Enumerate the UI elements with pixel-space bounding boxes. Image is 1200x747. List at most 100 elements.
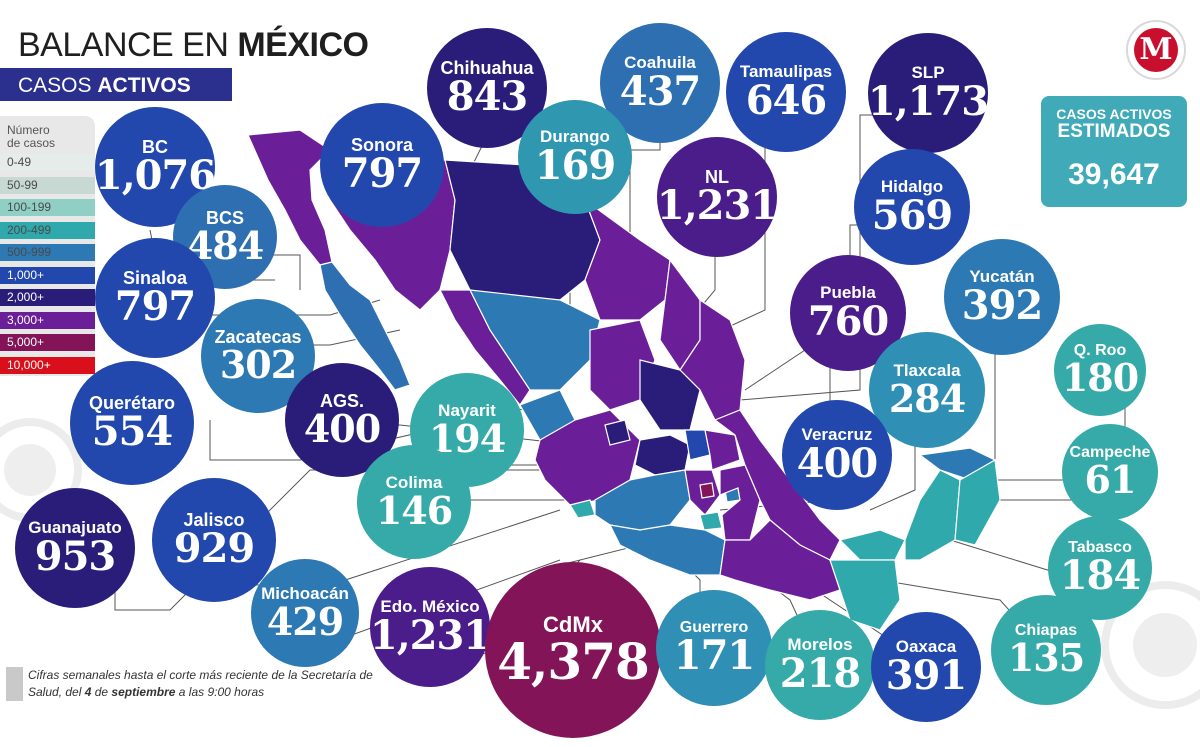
state-bubble: Jalisco 929 [152,478,276,602]
total-value: 39,647 [1068,158,1160,191]
state-bubble: Q. Roo 180 [1054,324,1146,416]
footnote: Cifras semanales hasta el corte más reci… [28,667,388,701]
state-name: Campeche [1069,443,1151,461]
legend-item-label: 200-499 [7,222,52,237]
state-name: Chihuahua [440,57,534,78]
title-bold: MÉXICO [237,26,369,64]
state-value: 1,173 [867,77,989,125]
state-name: Oaxaca [895,637,957,657]
state-value: 392 [961,281,1043,329]
legend-item-label: 3,000+ [7,312,45,327]
state-name: Coahuila [624,53,696,73]
state-name: Nayarit [438,401,496,421]
state-value: 4,378 [497,631,650,691]
subtitle-bold: ACTIVOS [97,74,191,97]
legend-item-label: 5,000+ [7,335,45,349]
state-name: BCS [205,207,244,228]
state-value: 171 [673,632,755,680]
subtitle-light: CASOS [18,74,98,97]
region-qroo [954,459,1001,546]
state-bubble: Yucatán 392 [944,239,1060,355]
state-bubble: Michoacán 429 [251,559,359,667]
state-name: Guanajuato [28,518,122,538]
legend-item-label: 500-999 [7,245,52,259]
region-cdmx [699,482,715,499]
state-name: CdMx [543,612,603,638]
state-value: 146 [375,487,453,533]
state-value: 400 [303,406,381,452]
state-value: 1,231 [656,182,778,230]
state-name: Puebla [820,283,876,303]
region-michoacan [594,469,691,531]
state-value: 843 [446,73,528,121]
state-value: 1,076 [94,152,216,200]
region-guanajuato [634,434,691,476]
region-bcs [319,261,411,391]
state-value: 1,231 [369,611,491,659]
state-bubble: Sonora 797 [320,103,444,227]
state-bubble: CdMx 4,378 [485,562,661,738]
state-bubble: Chiapas 135 [991,595,1101,705]
legend-item: 500-999 [0,244,95,261]
state-bubble: Durango 169 [518,100,632,214]
total-label-line1: CASOS ACTIVOS [1056,106,1172,122]
legend-item: 2,000+ [0,289,95,306]
state-bubble: Tabasco 184 [1048,516,1152,620]
state-value: 953 [34,532,116,580]
state-value: 554 [91,408,173,456]
legend-item-label: 0-49 [7,155,32,169]
legend-item: 1,000+ [0,266,95,284]
legend-item: 3,000+ [0,311,95,329]
state-name: Zacatecas [214,326,302,347]
legend-item-label: 1,000+ [7,267,45,282]
state-name: Sonora [350,134,413,155]
state-name: Jalisco [183,509,245,530]
total-estimated-box: CASOS ACTIVOS ESTIMADOS 39,647 [1041,96,1187,207]
region-ags [604,419,631,446]
state-name: Chiapas [1014,621,1078,639]
state-name: Veracruz [801,425,873,445]
legend-item: 50-99 [0,176,95,194]
state-value: 302 [219,342,297,388]
state-value: 797 [341,150,423,198]
state-name: Edo. México [380,597,480,617]
region-morelos [699,511,723,531]
legend-item: 10,000+ [0,356,95,374]
region-guerrero [608,524,726,576]
state-name: BC [142,136,168,157]
state-name: Hidalgo [880,177,944,197]
state-value: 400 [796,439,878,487]
state-bubble: Hidalgo 569 [854,149,970,265]
milenio-logo: M [1126,20,1186,80]
state-bubble: Querétaro 554 [70,361,194,485]
state-value: 569 [871,191,953,239]
legend-item: 200-499 [0,221,95,239]
logo-letter: M [1134,28,1178,72]
legend-item-label: 100-199 [7,200,52,214]
state-name: Tamaulipas [739,62,833,82]
legend-title: Número de casos [7,124,55,150]
legend-item-label: 10,000+ [7,357,51,372]
page-title: BALANCE EN MÉXICO [18,26,369,65]
legend-item: 100-199 [0,199,95,216]
state-name: Tlaxcala [893,361,961,381]
footnote-month: septiembre [111,685,176,699]
state-name: NL [705,166,729,187]
state-value: 760 [807,297,889,345]
state-value: 184 [1059,552,1141,600]
footnote-text-1: Cifras semanales hasta el corte más reci… [28,668,373,699]
state-value: 929 [173,525,255,573]
legend-item-label: 50-99 [7,177,38,192]
state-value: 218 [779,649,861,697]
state-bubble: Oaxaca 391 [871,612,981,722]
state-name: Colima [385,473,443,493]
region-chiapas [829,559,901,631]
state-bubble: Morelos 218 [765,610,875,720]
state-name: Sinaloa [122,267,188,288]
state-bubble: Sinaloa 797 [95,238,215,358]
legend-item-label: 2,000+ [7,290,45,304]
state-bubble: Guerrero 171 [656,590,772,706]
footnote-day: 4 [84,685,92,699]
state-value: 646 [745,76,827,124]
state-bubble: Veracruz 400 [782,400,892,510]
